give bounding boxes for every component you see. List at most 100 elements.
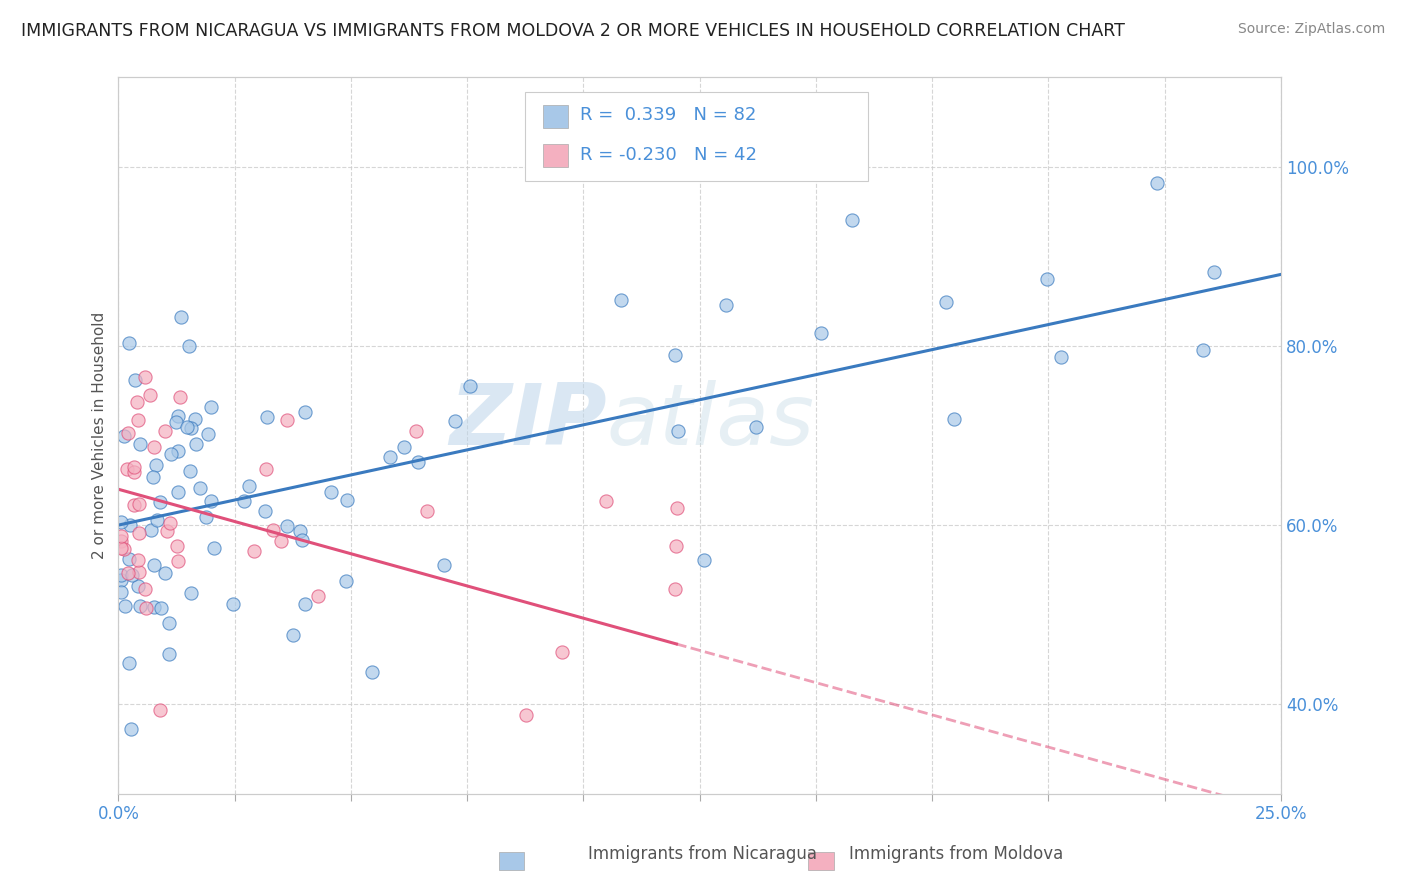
Point <box>149 495 172 509</box>
FancyBboxPatch shape <box>543 144 568 167</box>
Text: IMMIGRANTS FROM NICARAGUA VS IMMIGRANTS FROM MOLDOVA 2 OR MORE VEHICLES IN HOUSE: IMMIGRANTS FROM NICARAGUA VS IMMIGRANTS … <box>21 22 1125 40</box>
Point <box>444 414 467 428</box>
Point <box>238 479 260 493</box>
Text: ZIP: ZIP <box>449 380 607 463</box>
Point <box>270 534 292 549</box>
Point <box>294 405 316 419</box>
FancyBboxPatch shape <box>543 104 568 128</box>
Point <box>177 339 200 353</box>
Point <box>169 390 191 404</box>
Point <box>179 464 201 478</box>
Point <box>120 722 142 736</box>
Point <box>149 703 172 717</box>
Point <box>139 388 162 402</box>
Point <box>202 541 225 555</box>
Point <box>942 411 965 425</box>
Point <box>128 599 150 613</box>
Point <box>176 420 198 434</box>
Point <box>515 707 537 722</box>
Point <box>294 597 316 611</box>
Point <box>118 657 141 671</box>
Point <box>335 574 357 588</box>
Point <box>405 425 427 439</box>
Point <box>433 558 456 572</box>
Point <box>127 552 149 566</box>
Point <box>392 440 415 454</box>
Point <box>112 542 135 557</box>
Point <box>114 599 136 614</box>
Point <box>112 429 135 443</box>
Point <box>200 493 222 508</box>
Point <box>321 484 343 499</box>
Point <box>167 554 190 568</box>
Point <box>117 566 139 581</box>
Point <box>157 648 180 662</box>
Point <box>233 494 256 508</box>
Point <box>693 553 716 567</box>
Point <box>281 628 304 642</box>
Point <box>167 485 190 500</box>
Point <box>360 665 382 680</box>
Point <box>184 412 207 426</box>
Point <box>156 524 179 538</box>
Point <box>122 465 145 479</box>
Point <box>276 519 298 533</box>
Point <box>121 567 143 582</box>
Point <box>142 440 165 454</box>
Text: Immigrants from Nicaragua: Immigrants from Nicaragua <box>589 846 817 863</box>
Point <box>1146 176 1168 190</box>
Point <box>129 437 152 451</box>
Text: R =  0.339   N = 82: R = 0.339 N = 82 <box>579 106 756 124</box>
Point <box>595 493 617 508</box>
Point <box>254 504 277 518</box>
Point <box>378 450 401 464</box>
Point <box>118 517 141 532</box>
Point <box>110 541 132 556</box>
Point <box>551 645 574 659</box>
Point <box>127 413 149 427</box>
Point <box>115 462 138 476</box>
Point <box>117 426 139 441</box>
Point <box>134 582 156 596</box>
Point <box>146 513 169 527</box>
Point <box>745 420 768 434</box>
Point <box>406 455 429 469</box>
Point <box>184 436 207 450</box>
Point <box>166 443 188 458</box>
Point <box>110 574 132 588</box>
Point <box>1035 272 1057 286</box>
Point <box>124 373 146 387</box>
Point <box>288 524 311 538</box>
Point <box>142 469 165 483</box>
Point <box>110 515 132 529</box>
Point <box>336 493 359 508</box>
Point <box>256 409 278 424</box>
Point <box>153 424 176 438</box>
Point <box>128 565 150 579</box>
Point <box>122 498 145 512</box>
Point <box>149 600 172 615</box>
Point <box>1192 343 1215 357</box>
Point <box>166 409 188 424</box>
Point <box>142 599 165 614</box>
Point <box>160 447 183 461</box>
Point <box>810 326 832 340</box>
Y-axis label: 2 or more Vehicles in Household: 2 or more Vehicles in Household <box>93 312 107 559</box>
Point <box>254 462 277 476</box>
Point <box>222 597 245 611</box>
Text: Source: ZipAtlas.com: Source: ZipAtlas.com <box>1237 22 1385 37</box>
Point <box>935 294 957 309</box>
Point <box>166 539 188 553</box>
Point <box>110 567 132 582</box>
Point <box>188 481 211 495</box>
Point <box>128 497 150 511</box>
Point <box>118 552 141 566</box>
Point <box>1049 350 1071 364</box>
Point <box>1204 265 1226 279</box>
Point <box>110 533 132 548</box>
Point <box>610 293 633 307</box>
Point <box>665 539 688 553</box>
Point <box>128 525 150 540</box>
Point <box>307 589 329 603</box>
Point <box>134 370 156 384</box>
